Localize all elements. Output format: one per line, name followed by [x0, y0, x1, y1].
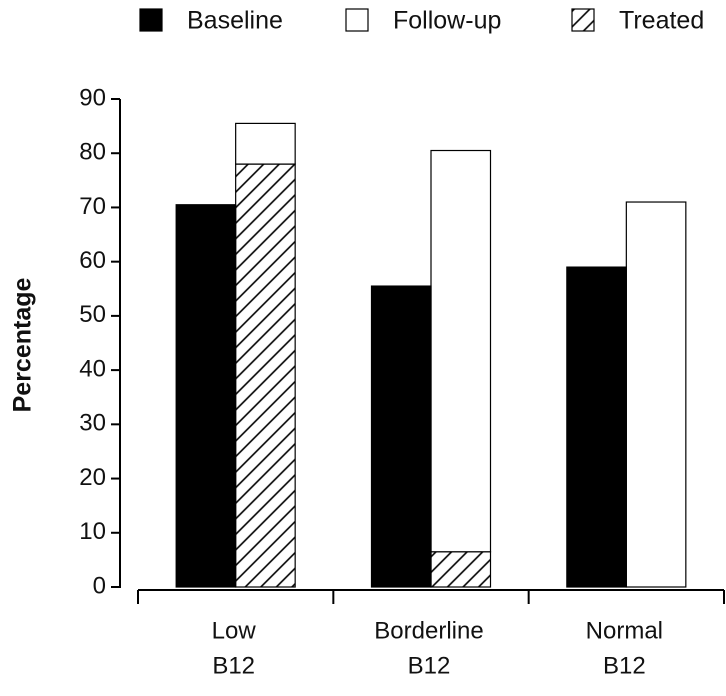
- bar: [430, 149, 492, 553]
- bar: [235, 122, 296, 165]
- y-tick-label: 20: [79, 464, 106, 491]
- y-tick-label: 10: [79, 518, 106, 545]
- bar: [430, 551, 492, 588]
- y-tick-label: 40: [79, 355, 106, 382]
- legend-swatch: [345, 8, 369, 32]
- y-tick-label: 0: [93, 572, 106, 599]
- x-tick-label: Low: [212, 617, 257, 644]
- y-axis-title: Percentage: [9, 278, 37, 413]
- bar: [370, 285, 432, 588]
- y-tick-label: 50: [79, 301, 106, 328]
- bar: [175, 204, 237, 588]
- x-tick-label: Normal: [586, 617, 663, 644]
- legend-label: Treated: [619, 7, 704, 35]
- bar: [566, 266, 627, 588]
- y-tick-label: 60: [79, 247, 106, 274]
- y-tick-label: 30: [79, 410, 106, 437]
- x-tick-label: B12: [408, 652, 451, 679]
- y-tick-label: 90: [79, 84, 106, 111]
- x-tick-label: B12: [212, 652, 255, 679]
- y-tick-label: 70: [79, 193, 106, 220]
- bar: [235, 163, 296, 588]
- x-tick-label: Borderline: [374, 617, 483, 644]
- y-tick-label: 80: [79, 139, 106, 166]
- legend-label: Baseline: [187, 7, 283, 35]
- bar: [625, 201, 687, 588]
- legend-label: Follow-up: [393, 7, 501, 35]
- x-tick-label: B12: [603, 652, 646, 679]
- legend-swatch: [139, 8, 163, 32]
- legend-swatch: [571, 8, 595, 32]
